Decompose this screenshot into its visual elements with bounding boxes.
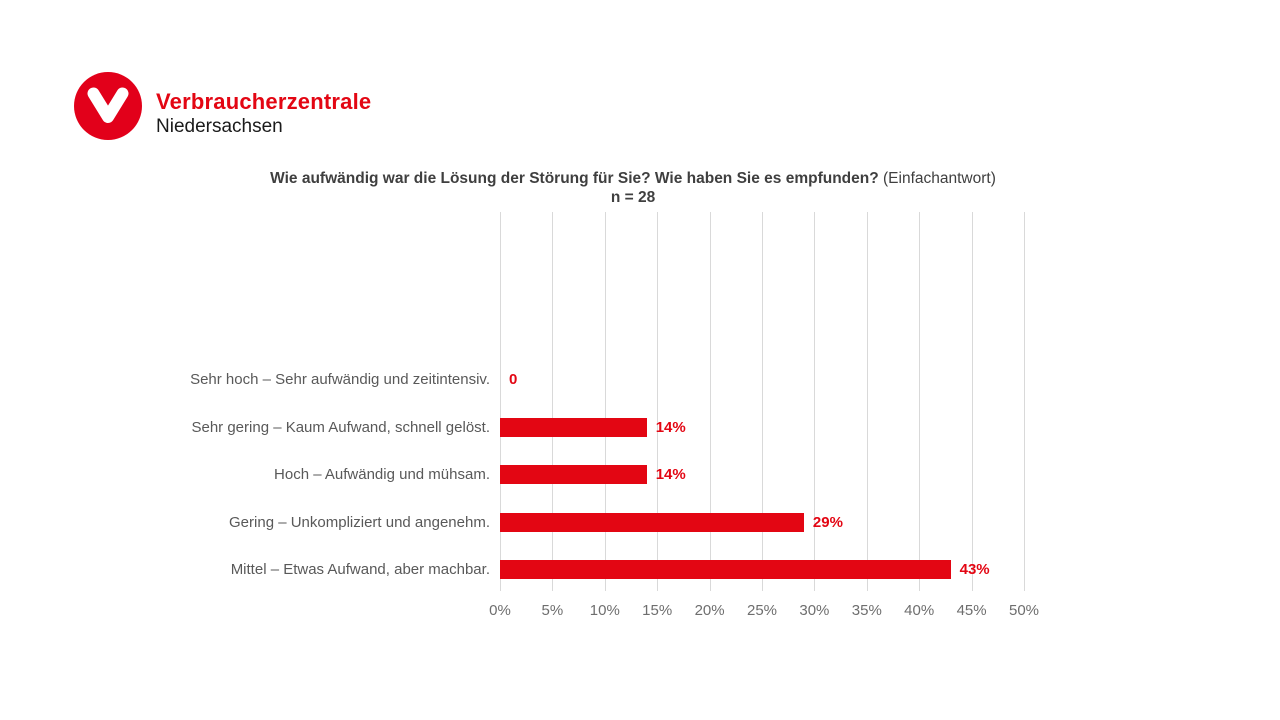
verbraucherzentrale-logo: Verbraucherzentrale Niedersachsen: [74, 72, 371, 140]
bar-row: Mittel – Etwas Aufwand, aber machbar. 43%: [0, 558, 1280, 582]
bar: [500, 560, 951, 579]
gridline: [709, 212, 711, 591]
gridline: [1024, 212, 1025, 591]
value-label: 14%: [655, 418, 686, 436]
category-label: Sehr hoch – Sehr aufwändig und zeitinten…: [190, 371, 490, 388]
x-axis-tick-label: 40%: [904, 602, 935, 619]
gridline: [814, 212, 816, 591]
x-axis-tick-label: 35%: [851, 602, 882, 619]
category-label: Sehr gering – Kaum Aufwand, schnell gelö…: [191, 418, 490, 436]
x-axis-tick-label: 0%: [489, 602, 511, 619]
bar: [500, 465, 647, 484]
x-axis-tick-label: 30%: [799, 602, 830, 619]
value-label: 14%: [655, 466, 686, 483]
bar: [500, 512, 804, 532]
x-axis-tick-label: 50%: [1008, 602, 1040, 619]
gridline: [657, 212, 659, 591]
brand-region: Niedersachsen: [156, 115, 283, 137]
gridline: [762, 212, 763, 591]
chart-title: Wie aufwändig war die Lösung der Störung…: [0, 169, 1266, 188]
bar-row: Sehr hoch – Sehr aufwändig und zeitinten…: [0, 368, 1280, 392]
gridline: [971, 212, 973, 591]
chart-title-answer-type: (Einfachantwort): [878, 170, 996, 187]
bar-row: Sehr gering – Kaum Aufwand, schnell gelö…: [0, 416, 1280, 440]
logo-v-icon: [74, 72, 142, 140]
gridline: [604, 212, 606, 591]
logo-text: Verbraucherzentrale Niedersachsen: [156, 75, 371, 138]
chart-sample-size: n = 28: [610, 189, 656, 206]
category-label: Gering – Unkompliziert und angenehm.: [229, 513, 490, 531]
category-label: Mittel – Etwas Aufwand, aber machbar.: [230, 561, 490, 578]
x-axis-tick-label: 25%: [746, 602, 778, 619]
bar-row: Gering – Unkompliziert und angenehm. 29%: [0, 511, 1280, 535]
bar: [500, 417, 647, 437]
chart-title-question: Wie aufwändig war die Lösung der Störung…: [270, 170, 879, 187]
value-label: 43%: [959, 561, 990, 578]
category-label: Hoch – Aufwändig und mühsam.: [274, 466, 490, 483]
x-axis-tick-label: 45%: [956, 602, 987, 619]
gridline: [552, 212, 554, 591]
gridline: [866, 212, 868, 591]
x-axis-tick-label: 20%: [694, 602, 725, 619]
brand-name: Verbraucherzentrale: [156, 88, 372, 114]
value-label: 0: [509, 371, 518, 388]
bar-row: Hoch – Aufwändig und mühsam. 14%: [0, 463, 1280, 487]
gridline: [500, 212, 501, 591]
x-axis-tick-label: 5%: [541, 602, 564, 619]
x-axis-tick-label: 15%: [642, 602, 673, 619]
gridline: [919, 212, 921, 591]
x-axis-tick-label: 10%: [589, 602, 620, 619]
value-label: 29%: [812, 513, 843, 531]
